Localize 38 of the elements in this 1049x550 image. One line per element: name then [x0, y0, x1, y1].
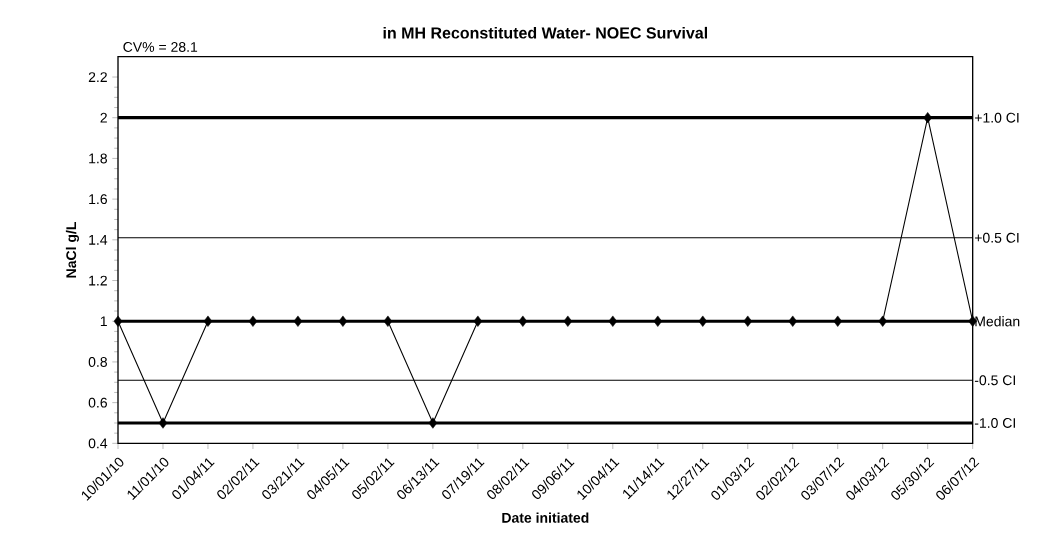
point	[518, 315, 528, 327]
point	[248, 315, 258, 327]
y-tick-label: 1.8	[89, 153, 107, 164]
point	[833, 315, 842, 327]
y-tick-label: 0.6	[88, 397, 107, 408]
y-tick-label: 2	[100, 112, 107, 123]
point	[653, 315, 663, 327]
point	[788, 315, 798, 327]
ref-line-label: +0.5 CI	[974, 232, 1019, 243]
point	[743, 315, 753, 327]
point	[383, 315, 393, 327]
point	[923, 112, 932, 124]
ref-line-label: Median	[975, 316, 1020, 327]
point	[113, 315, 123, 327]
point	[428, 417, 438, 429]
y-tick-label: 1	[100, 316, 107, 327]
y-tick-label: 1.6	[89, 194, 107, 205]
chart-title: in MH Reconstituted Water- NOEC Survival	[383, 26, 708, 39]
y-tick-label: 2.2	[88, 72, 107, 82]
point	[158, 417, 168, 429]
point	[608, 315, 618, 327]
point	[338, 315, 348, 327]
y-tick-label: 0.4	[88, 438, 108, 449]
ref-line-label: -1.0 CI	[974, 418, 1015, 428]
x-axis-title: Date initiated	[502, 512, 589, 523]
point	[878, 315, 887, 327]
text: CV% = 28.1	[123, 42, 198, 52]
ref-line-label: +1.0 CI	[974, 112, 1019, 123]
y-tick-label: 1.2	[89, 275, 107, 286]
y-tick-label: 1.4	[89, 235, 108, 245]
point	[203, 315, 213, 327]
point	[473, 315, 483, 327]
point	[563, 315, 573, 327]
point	[698, 315, 708, 327]
y-axis-title: NaCl g/L	[65, 222, 79, 278]
y-tick-label: 0.8	[88, 356, 107, 367]
point	[293, 315, 303, 327]
ref-line-label: -0.5 CI	[974, 375, 1015, 386]
